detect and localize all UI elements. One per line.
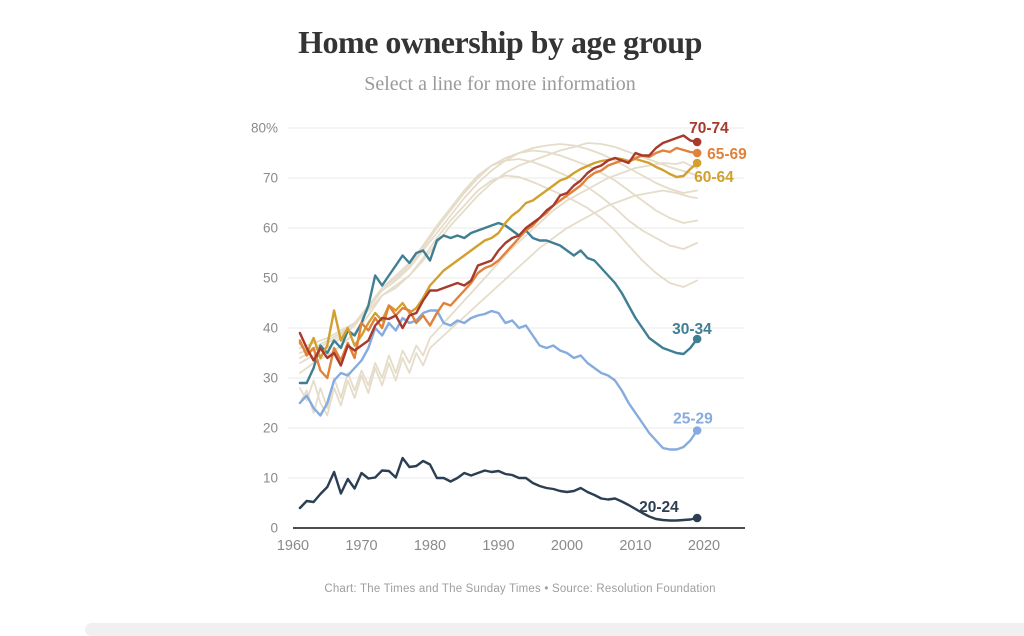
y-axis-label: 0 (270, 521, 278, 536)
y-axis-label: 60 (263, 221, 278, 236)
x-axis-label: 2000 (551, 538, 583, 554)
chart-footer: Chart: The Times and The Sunday Times • … (324, 583, 716, 595)
chart-subtitle: Select a line for more information (364, 73, 636, 95)
scrollbar-track[interactable] (85, 623, 1024, 636)
y-axis-label: 10 (263, 471, 278, 486)
end-dot-age-70-74[interactable] (692, 137, 702, 147)
line-age-20-24[interactable] (298, 456, 699, 522)
series-label-age-25-29[interactable]: 25-29 (673, 411, 713, 428)
line-background-1[interactable] (298, 161, 698, 414)
end-dot-age-25-29[interactable] (692, 426, 702, 435)
end-dot-age-30-34[interactable] (692, 334, 702, 344)
y-axis-label: 30 (263, 371, 278, 386)
line-background-7[interactable] (298, 174, 698, 374)
line-age-70-74[interactable] (298, 134, 699, 367)
end-dot-age-60-64[interactable] (692, 158, 702, 168)
x-axis-label: 1960 (277, 538, 309, 554)
line-background-2[interactable] (298, 189, 698, 417)
line-age-25-29[interactable] (298, 309, 699, 451)
y-axis-label: 80% (251, 121, 278, 136)
y-axis-label: 50 (263, 271, 278, 286)
y-axis-label: 70 (263, 171, 278, 186)
series-label-age-60-64[interactable]: 60-64 (694, 169, 734, 186)
line-age-30-34[interactable] (298, 221, 699, 385)
y-axis-label: 20 (263, 421, 278, 436)
x-axis-label: 1980 (414, 538, 446, 554)
series-label-age-30-34[interactable]: 30-34 (672, 321, 712, 338)
x-axis-label: 1990 (482, 538, 514, 554)
series-label-age-65-69[interactable]: 65-69 (707, 146, 747, 163)
x-axis-label: 1970 (345, 538, 377, 554)
x-axis-label: 2010 (619, 538, 651, 554)
end-dot-age-65-69[interactable] (692, 148, 702, 158)
series-label-age-20-24[interactable]: 20-24 (639, 499, 679, 516)
y-axis-label: 40 (263, 321, 278, 336)
x-axis-label: 2020 (688, 538, 720, 554)
end-dot-age-20-24[interactable] (692, 513, 702, 523)
series-label-age-70-74[interactable]: 70-74 (689, 120, 729, 137)
page-title: Home ownership by age group (298, 24, 702, 60)
